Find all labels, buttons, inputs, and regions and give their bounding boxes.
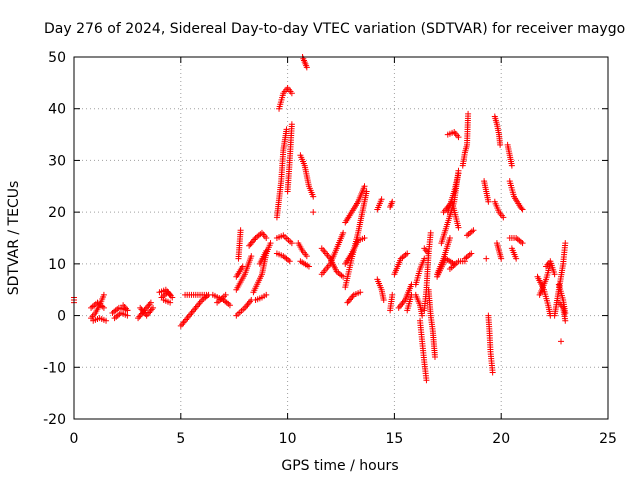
data-point xyxy=(263,291,270,298)
data-point xyxy=(508,162,515,169)
data-point xyxy=(100,304,107,311)
x-tick-label: 20 xyxy=(492,431,510,447)
data-point xyxy=(483,255,490,262)
data-point xyxy=(248,253,255,260)
data-point xyxy=(203,291,210,298)
data-point xyxy=(263,247,270,254)
data-point xyxy=(237,227,244,234)
grid-lines xyxy=(74,57,608,419)
data-point xyxy=(404,250,411,257)
data-point xyxy=(310,193,317,200)
x-tick-label: 5 xyxy=(176,431,185,447)
y-tick-label: 50 xyxy=(48,50,66,66)
data-point xyxy=(427,229,434,236)
data-point xyxy=(468,250,475,257)
data-point xyxy=(455,134,462,141)
y-tick-label: -20 xyxy=(43,412,66,428)
data-point xyxy=(513,255,520,262)
data-point xyxy=(446,235,453,241)
data-point xyxy=(485,198,492,205)
axis-ticks: 0 5 10 15 20 25 -20 -10 0 10 20 30 40 50 xyxy=(43,50,617,447)
y-tick-label: 0 xyxy=(57,309,66,325)
data-point xyxy=(455,170,462,177)
data-point xyxy=(288,121,295,128)
data-point xyxy=(147,299,154,306)
data-point xyxy=(431,353,438,360)
chart-title: Day 276 of 2024, Sidereal Day-to-day VTE… xyxy=(44,21,625,37)
data-point xyxy=(361,235,368,241)
data-point xyxy=(389,198,396,205)
y-tick-label: 40 xyxy=(48,102,66,118)
data-point xyxy=(263,235,270,241)
data-point xyxy=(222,291,229,298)
data-point xyxy=(551,271,558,278)
data-point xyxy=(303,64,310,71)
data-point xyxy=(380,297,387,304)
x-tick-label: 10 xyxy=(279,431,297,447)
data-point xyxy=(303,253,310,260)
data-point xyxy=(363,188,370,195)
data-point xyxy=(239,263,246,270)
data-point xyxy=(498,255,505,262)
y-axis-label: SDTVAR / TECUs xyxy=(6,181,22,296)
data-point xyxy=(562,317,569,324)
data-point xyxy=(389,291,396,298)
data-point xyxy=(519,206,526,213)
data-point xyxy=(465,110,472,117)
y-tick-label: 30 xyxy=(48,153,66,169)
y-tick-label: 10 xyxy=(48,257,66,273)
data-point xyxy=(340,229,347,236)
y-tick-label: -10 xyxy=(43,360,66,376)
data-point xyxy=(361,183,368,190)
data-point xyxy=(497,141,504,148)
data-point xyxy=(489,369,496,376)
data-point xyxy=(288,240,295,247)
data-point xyxy=(167,291,174,298)
data-point xyxy=(100,291,107,298)
data-point xyxy=(455,224,462,231)
data-point xyxy=(558,338,565,345)
data-point xyxy=(425,250,432,257)
data-point xyxy=(103,317,110,324)
data-point xyxy=(378,196,385,203)
data-point xyxy=(470,227,477,234)
data-point xyxy=(167,299,174,306)
data-point xyxy=(340,273,347,280)
data-point xyxy=(357,289,364,296)
data-point xyxy=(423,377,430,384)
data-point xyxy=(419,312,426,319)
data-point xyxy=(518,205,525,212)
data-point xyxy=(124,312,131,319)
data-point xyxy=(150,304,157,311)
data-point xyxy=(305,263,312,270)
data-point xyxy=(124,307,131,314)
x-tick-label: 0 xyxy=(70,431,79,447)
data-point xyxy=(310,209,317,216)
x-tick-label: 15 xyxy=(385,431,403,447)
x-tick-label: 25 xyxy=(599,431,617,447)
plot-frame xyxy=(73,56,609,420)
data-point xyxy=(500,214,507,221)
data-point xyxy=(421,255,428,262)
data-point xyxy=(226,302,233,309)
data-points xyxy=(71,54,569,384)
x-axis-label: GPS time / hours xyxy=(281,458,398,474)
data-point xyxy=(267,240,274,247)
data-point xyxy=(286,258,293,265)
data-point xyxy=(519,240,526,247)
data-point xyxy=(562,240,569,247)
data-point xyxy=(562,309,569,316)
y-tick-label: 20 xyxy=(48,205,66,221)
data-point xyxy=(288,90,295,97)
data-point xyxy=(283,126,290,133)
